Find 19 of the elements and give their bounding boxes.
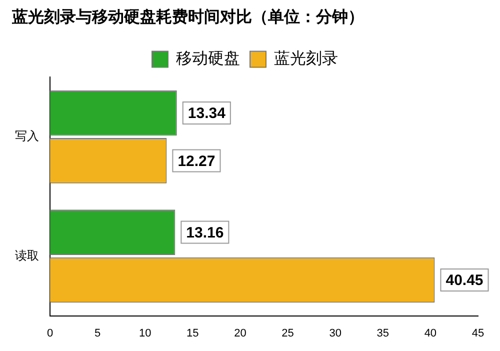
y-tick-label: 写入: [15, 128, 39, 143]
x-tick-label: 25: [282, 327, 294, 340]
x-tick-label: 20: [234, 327, 246, 340]
legend-label: 移动硬盘: [176, 48, 240, 68]
x-tick-label: 45: [472, 327, 484, 340]
x-tick-label: 35: [376, 327, 390, 340]
y-tick-label: 读取: [15, 248, 39, 262]
data-label: 12.27: [178, 152, 216, 170]
x-tick-label: 0: [46, 327, 54, 340]
x-tick-label: 10: [138, 327, 152, 340]
data-label: 13.34: [188, 105, 226, 122]
data-label: 40.45: [446, 272, 484, 290]
x-tick-label: 5: [94, 327, 101, 340]
data-label: 13.16: [186, 224, 224, 242]
legend-label: 蓝光刻录: [274, 48, 338, 68]
x-tick-label: 30: [329, 327, 342, 340]
x-tick-label: 40: [424, 327, 437, 340]
x-tick-label: 15: [186, 327, 199, 340]
chart-title: 蓝光刻录与移动硬盘耗费时间对比（单位：分钟）: [11, 6, 364, 26]
